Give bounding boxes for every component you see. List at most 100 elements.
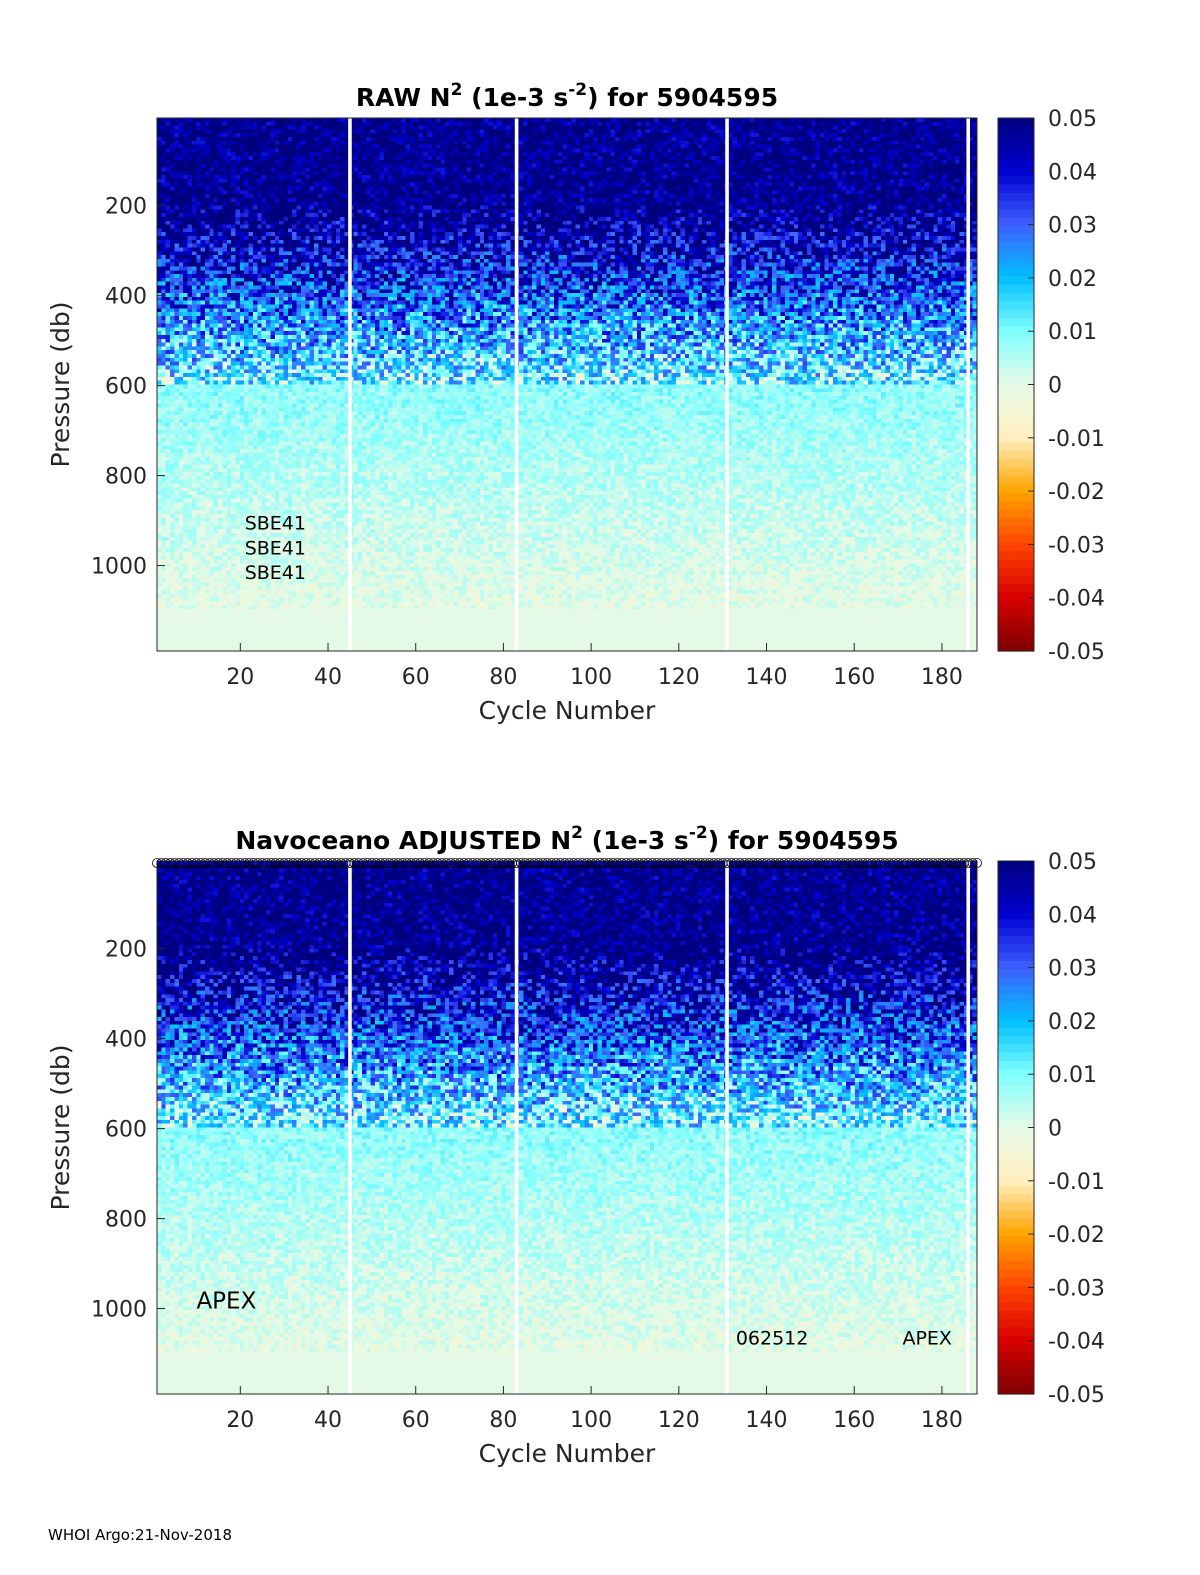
colorbar-label: 0.03	[1048, 957, 1097, 982]
gap-column-4	[966, 861, 971, 1394]
colorbar-swatch	[998, 1227, 1034, 1237]
x-tick-label: 100	[570, 665, 612, 690]
colorbar-swatch	[998, 217, 1034, 227]
colorbar-swatch	[998, 259, 1034, 269]
colorbar-swatch	[998, 159, 1034, 169]
colorbar-swatch	[998, 1110, 1034, 1120]
colorbar-swatch	[998, 985, 1034, 995]
colorbar-swatch	[998, 451, 1034, 461]
heatmap-raster	[157, 861, 977, 1394]
colorbar-swatch	[998, 201, 1034, 211]
chart-title: RAW N2 (1e-3 s-2) for 5904595	[356, 80, 778, 112]
colorbar-label: -0.04	[1048, 1330, 1105, 1355]
qc-marker	[972, 858, 982, 868]
colorbar-swatch	[998, 234, 1034, 244]
colorbar-swatch	[998, 467, 1034, 477]
colorbar-swatch	[998, 1019, 1034, 1029]
annotation-label: APEX	[196, 1289, 256, 1315]
gap-column-3	[725, 861, 729, 1394]
colorbar-swatch	[998, 426, 1034, 436]
colorbar-swatch	[998, 1152, 1034, 1162]
colorbar-swatch	[998, 176, 1034, 186]
colorbar-swatch	[998, 927, 1034, 937]
gap-column-1	[348, 861, 352, 1394]
x-tick-label: 40	[314, 1408, 342, 1433]
gap-column-3	[725, 118, 729, 651]
colorbar-label: 0.04	[1048, 160, 1097, 185]
colorbar-swatch	[998, 877, 1034, 887]
colorbar-swatch	[998, 1144, 1034, 1154]
x-tick-label: 100	[570, 1408, 612, 1433]
colorbar-label: -0.05	[1048, 1383, 1105, 1408]
colorbar-swatch	[998, 584, 1034, 594]
colorbar-swatch	[998, 376, 1034, 386]
colorbar-swatch	[998, 576, 1034, 585]
x-tick-label: 120	[658, 1408, 700, 1433]
qc-marker	[967, 858, 978, 868]
y-tick-label: 600	[105, 1118, 147, 1143]
colorbar-swatch	[998, 960, 1034, 970]
y-tick-label: 1000	[91, 1298, 147, 1323]
colorbar-swatch	[998, 276, 1034, 286]
colorbar-swatch	[998, 526, 1034, 536]
colorbar-swatch	[998, 551, 1034, 560]
x-axis-label: Cycle Number	[479, 1439, 656, 1468]
annotation-label: SBE41	[245, 513, 306, 535]
y-tick-label: 400	[105, 1028, 147, 1053]
colorbar-swatch	[998, 167, 1034, 177]
colorbar-swatch	[998, 509, 1034, 519]
colorbar-swatch	[998, 1377, 1034, 1387]
colorbar-swatch	[998, 1244, 1034, 1254]
gap-column-4	[966, 118, 971, 651]
colorbar-swatch	[998, 267, 1034, 277]
colorbar-swatch	[998, 1160, 1034, 1170]
colorbar-swatch	[998, 367, 1034, 377]
y-tick-label: 800	[105, 1208, 147, 1233]
annotation-label: SBE41	[245, 562, 306, 584]
colorbar-swatch	[998, 359, 1034, 369]
annotation-label: SBE41	[245, 537, 306, 559]
colorbar-swatch	[998, 944, 1034, 954]
colorbar-swatch	[998, 1285, 1034, 1295]
colorbar-swatch	[998, 1185, 1034, 1195]
colorbar-swatch	[998, 409, 1034, 419]
colorbar-swatch	[998, 1135, 1034, 1145]
colorbar-swatch	[998, 1127, 1034, 1137]
colorbar-label: -0.02	[1048, 480, 1105, 505]
y-tick-label: 400	[105, 285, 147, 310]
chart-title: Navoceano ADJUSTED N2 (1e-3 s-2) for 590…	[235, 823, 898, 855]
colorbar-swatch	[998, 1077, 1034, 1087]
colorbar-swatch	[998, 184, 1034, 194]
colorbar-swatch	[998, 634, 1034, 644]
colorbar-label: -0.03	[1048, 533, 1105, 558]
colorbar-swatch	[998, 1335, 1034, 1345]
colorbar-label: 0.05	[1048, 850, 1097, 875]
colorbar-swatch	[998, 484, 1034, 494]
colorbar-swatch	[998, 1360, 1034, 1370]
colorbar-swatch	[998, 1310, 1034, 1320]
x-tick-label: 60	[402, 1408, 430, 1433]
colorbar-swatch	[998, 1002, 1034, 1012]
colorbar-swatch	[998, 1069, 1034, 1079]
colorbar-swatch	[998, 1052, 1034, 1062]
colorbar-swatch	[998, 894, 1034, 904]
colorbar-swatch	[998, 1210, 1034, 1220]
colorbar-swatch	[998, 301, 1034, 311]
chart-panel-1: RAW N2 (1e-3 s-2) for 5904595 20 40 60 80 100…	[46, 80, 1105, 725]
y-tick-label: 600	[105, 375, 147, 400]
gap-column-2	[514, 861, 519, 1394]
chart-panel-2: Navoceano ADJUSTED N2 (1e-3 s-2) for 590…	[46, 823, 1105, 1468]
colorbar-swatch	[998, 1277, 1034, 1287]
colorbar-label: 0.01	[1048, 320, 1097, 345]
colorbar-swatch	[998, 919, 1034, 929]
colorbar-label: 0.03	[1048, 214, 1097, 239]
colorbar-swatch	[998, 969, 1034, 979]
colorbar-swatch	[998, 567, 1034, 577]
colorbar-swatch	[998, 417, 1034, 427]
colorbar-swatch	[998, 952, 1034, 962]
colorbar-swatch	[998, 626, 1034, 635]
colorbar-swatch	[998, 351, 1034, 361]
colorbar-swatch	[998, 861, 1034, 870]
colorbar-label: -0.02	[1048, 1223, 1105, 1248]
colorbar-swatch	[998, 1094, 1034, 1104]
